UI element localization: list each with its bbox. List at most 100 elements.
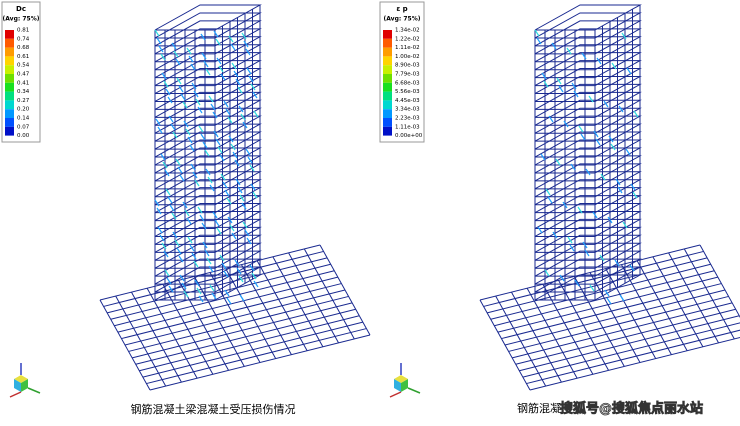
damage-mark [604,289,610,297]
damage-mark [198,125,204,133]
podium-line [699,244,740,319]
podium-line [512,302,733,359]
damage-mark [581,52,587,60]
legend-label: 3.34e-03 [395,107,420,113]
legend-label: 1.22e-02 [395,36,420,42]
damage-mark [608,135,614,143]
damage-mark [231,232,237,240]
floor-line [534,234,642,261]
damage-mark [241,32,247,40]
damage-mark [246,237,252,245]
damage-mark [191,82,197,90]
legend-swatch [5,109,14,118]
damage-mark [240,113,246,121]
legend-label: 0.54 [17,63,30,69]
legend-label: 0.81 [17,28,29,34]
damage-mark [536,37,542,45]
damage-mark [201,222,207,230]
legend-label: 7.79e-03 [395,72,420,78]
damage-mark [540,153,546,161]
damage-mark [211,292,217,300]
podium-line [132,302,353,359]
damage-mark [192,171,198,179]
damage-mark [582,241,588,249]
floor-line [534,123,642,150]
damage-mark [161,72,167,80]
damage-mark [600,173,606,181]
legend-swatch [383,65,392,74]
damage-mark [619,294,625,302]
damage-mark [234,259,240,267]
damage-mark [252,191,258,199]
damage-mark [227,116,233,124]
triad-axis [407,387,421,394]
damage-mark [234,159,240,167]
damage-mark [621,32,627,40]
damage-mark [204,149,210,157]
damage-mark [245,48,251,56]
legend-swatch [5,91,14,101]
damage-mark [186,47,192,55]
damage-mark [534,29,540,37]
legend-swatch [383,91,392,101]
damage-mark [183,120,189,128]
caption: 钢筋混凝土梁混凝土受压损伤情况 [131,402,296,416]
legend-label: 0.27 [17,98,30,104]
legend-label: 0.68 [17,45,30,51]
floor-line [154,234,262,261]
damage-mark [155,118,161,126]
legend-swatch [383,47,392,57]
damage-mark [235,178,241,186]
legend-label: 5.56e-03 [395,89,420,95]
damage-mark [223,270,229,278]
legend-label: 0.74 [17,36,30,42]
damage-mark [629,264,635,272]
triad-left [394,379,401,392]
damage-mark [171,42,177,50]
damage-mark [209,184,215,192]
damage-mark [238,105,244,113]
legend-title: ε p [396,5,407,13]
damage-mark [611,62,617,70]
damage-mark [226,197,232,205]
legend-swatch [383,118,392,127]
damage-mark [562,201,568,209]
damage-mark [253,280,259,288]
legend-swatch [5,126,14,136]
legend-label: 0.00e+00 [395,133,423,139]
damage-mark [170,123,176,131]
podium-line [636,260,688,351]
building-model [99,4,371,391]
damage-mark [168,285,174,293]
damage-mark [574,279,580,287]
legend-label: 0.34 [17,89,30,95]
damage-mark [215,138,221,146]
damage-mark [193,260,199,268]
damage-mark [198,295,204,303]
damage-mark [558,85,564,93]
damage-mark [187,136,193,144]
damage-mark [216,57,222,65]
legend-swatch [383,56,392,66]
damage-mark [573,90,579,98]
floor-line [534,44,642,71]
damage-mark [178,255,184,263]
damage-mark [179,174,185,182]
damage-mark [570,163,576,171]
floor-line [534,68,642,95]
floor-line [534,75,642,102]
damage-mark [214,219,220,227]
damage-mark [555,158,561,166]
damage-mark [551,42,557,50]
damage-mark [219,254,225,262]
damage-mark [242,221,248,229]
floor-line [154,123,262,150]
damage-mark [622,221,628,229]
damage-mark [548,115,554,123]
legend-swatch [5,47,14,57]
damage-mark [246,67,252,75]
floor-line [534,91,642,118]
floor-line [534,147,642,174]
legend-label: 0.20 [17,107,30,113]
